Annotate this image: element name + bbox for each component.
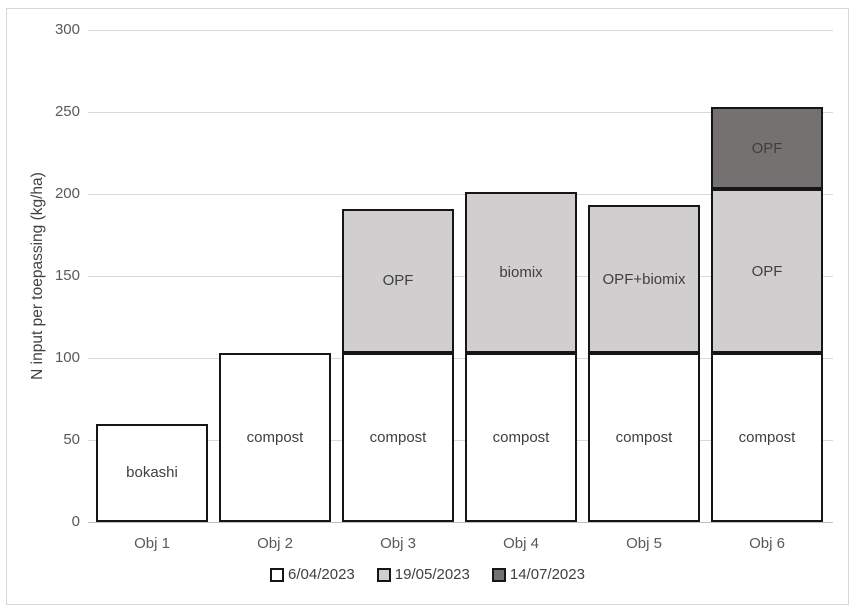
bar-segment-label: compost [615,429,673,447]
y-axis-title: N input per toepassing (kg/ha) [29,172,46,380]
bar-segment-label: bokashi [126,464,178,482]
chart-legend: 6/04/2023 19/05/2023 14/07/2023 [0,566,855,583]
legend-label: 14/07/2023 [509,566,585,583]
y-tick-label: 300 [54,21,80,38]
y-tick-label: 250 [54,103,80,120]
y-tick-label: 100 [54,349,80,366]
bar-segment-obj-6: compost [711,353,823,522]
bar-segment-obj-3: compost [342,353,454,522]
legend-swatch-icon [491,567,506,582]
legend-swatch-icon [376,567,391,582]
y-tick-label: 200 [54,185,80,202]
legend-item: 14/07/2023 [491,566,585,583]
bar-segment-obj-6: OPF [711,189,823,354]
bar-segment-obj-3: OPF [342,208,454,354]
bar-segment-label: OPF [382,272,414,290]
x-tick-label: Obj 1 [134,535,170,552]
bar-segment-label: compost [492,429,550,447]
bar-segment-label: OPF+biomix [602,270,686,288]
y-tick-label: 0 [71,513,80,530]
bar-segment-label: compost [738,429,796,447]
legend-swatch-icon [270,567,285,582]
legend-item: 6/04/2023 [270,566,355,583]
bar-segment-obj-5: OPF+biomix [588,205,700,354]
x-axis-line [88,522,833,523]
x-tick-label: Obj 2 [257,535,293,552]
bar-segment-obj-6: OPF [711,107,823,190]
bar-segment-label: compost [246,429,304,447]
legend-item: 19/05/2023 [376,566,470,583]
bar-segment-obj-4: biomix [465,192,577,354]
x-tick-label: Obj 6 [749,535,785,552]
x-tick-label: Obj 4 [503,535,539,552]
bar-segment-obj-1: bokashi [96,423,208,522]
gridline [88,276,833,277]
legend-label: 6/04/2023 [288,566,355,583]
bar-segment-obj-4: compost [465,353,577,522]
x-tick-label: Obj 5 [626,535,662,552]
gridline [88,112,833,113]
bar-segment-label: compost [369,429,427,447]
y-tick-label: 50 [63,431,80,448]
legend-label: 19/05/2023 [394,566,470,583]
bar-segment-obj-5: compost [588,353,700,522]
bar-segment-obj-2: compost [219,353,331,522]
gridline [88,194,833,195]
bar-segment-label: biomix [499,264,543,282]
chart-frame: 300 250 200 150 100 50 0 N input per toepassin… [6,8,849,605]
gridline [88,30,833,31]
x-tick-label: Obj 3 [380,535,416,552]
bar-segment-label: OPF [751,139,783,157]
y-tick-label: 150 [54,267,80,284]
gridline [88,440,833,441]
bar-segment-label: OPF [751,262,783,280]
gridline [88,358,833,359]
